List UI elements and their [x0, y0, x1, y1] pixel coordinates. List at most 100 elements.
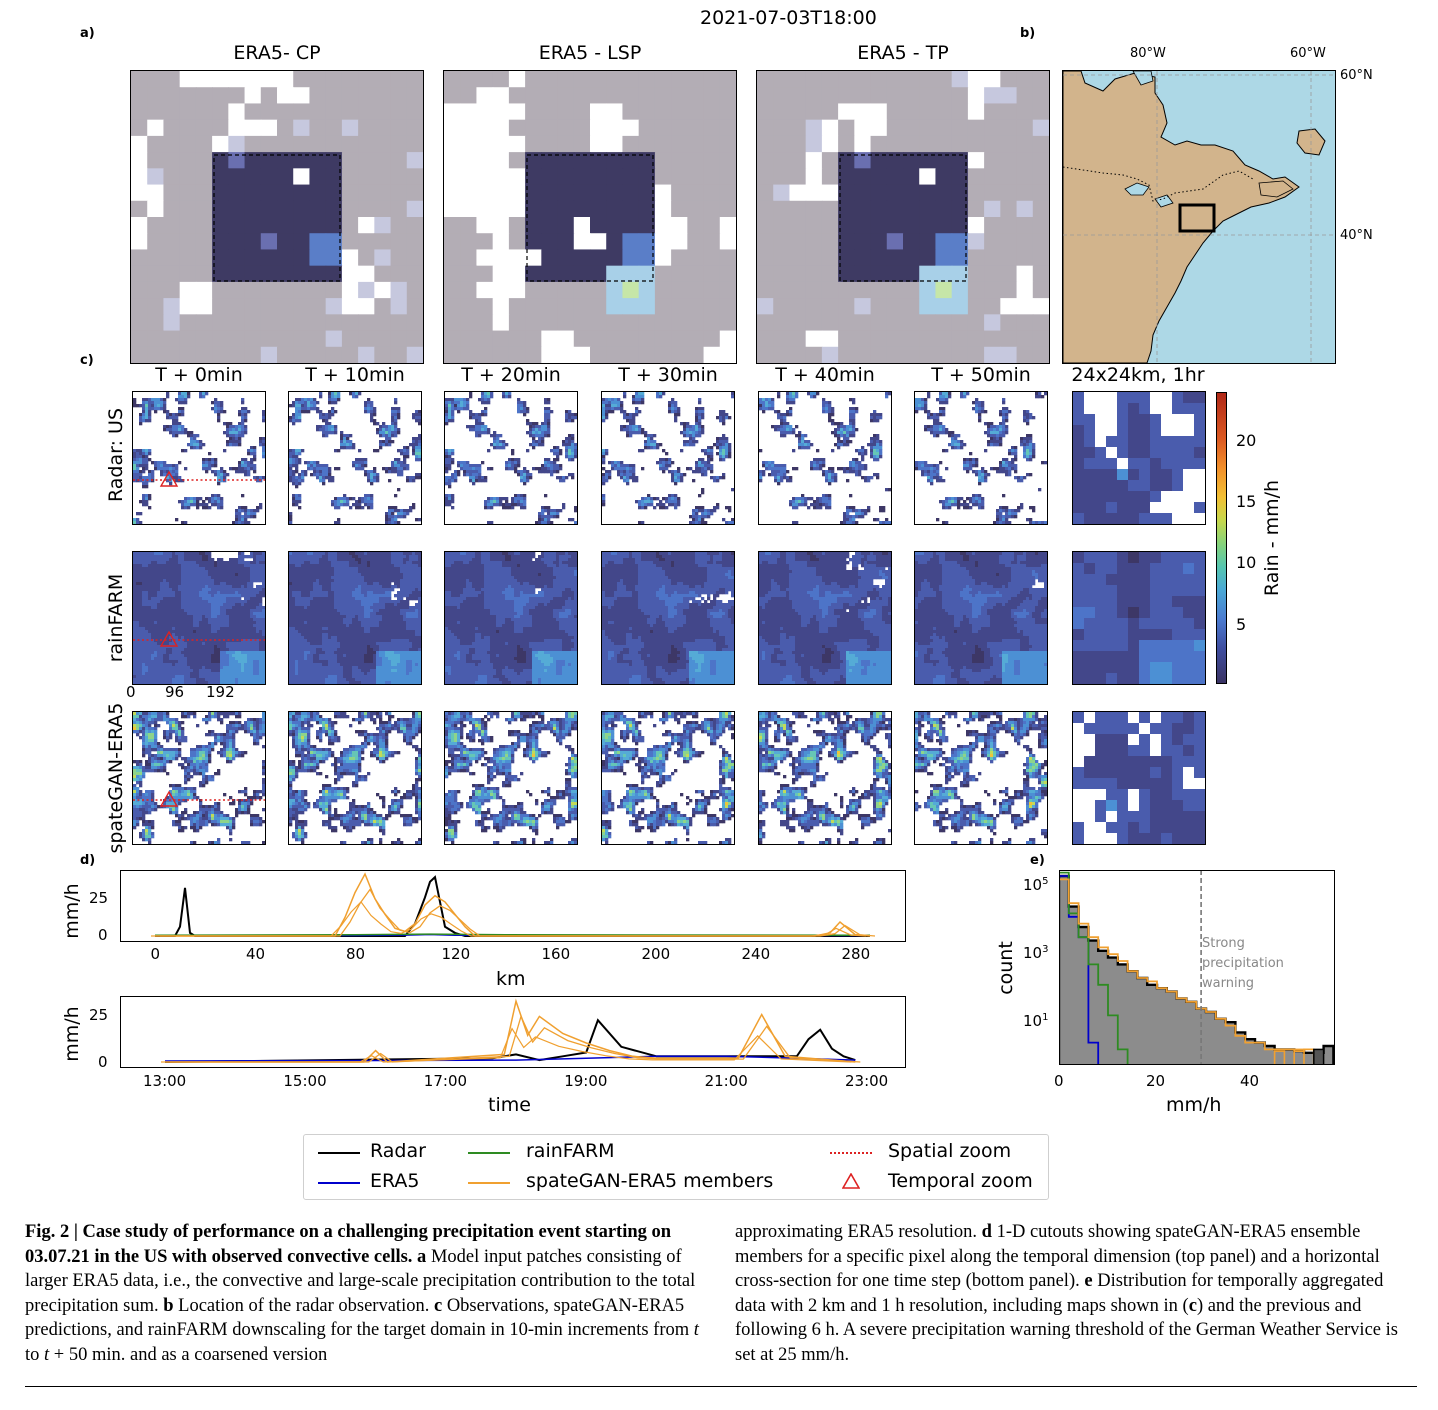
era5-cell: [654, 168, 672, 186]
pixel: [391, 428, 395, 432]
pixel: [205, 392, 209, 396]
pixel: [385, 434, 389, 438]
pixel: [217, 482, 221, 486]
pixel: [605, 398, 609, 402]
era5-cell: [870, 119, 888, 137]
pixel: [451, 494, 455, 498]
era5-cell: [622, 103, 640, 121]
era5-cell: [406, 217, 423, 234]
pixel: [686, 434, 690, 438]
pixel: [508, 467, 512, 471]
era5-cell: [309, 346, 327, 363]
pixel: [960, 446, 964, 450]
pixel: [695, 521, 699, 524]
pixel: [939, 500, 943, 504]
era5-cell: [212, 249, 229, 267]
pixel: [1026, 419, 1030, 423]
pixel: [942, 479, 946, 483]
pixel: [1014, 449, 1018, 453]
pixel: [867, 443, 871, 447]
pixel: [166, 582, 170, 586]
pixel: [409, 476, 413, 480]
pixel: [184, 564, 188, 568]
pixel: [139, 582, 143, 586]
pixel: [142, 591, 146, 595]
pixel: [145, 500, 149, 504]
era5-cell: [131, 200, 148, 218]
pixel: [713, 479, 717, 483]
pixel: [653, 443, 657, 447]
pixel: [208, 552, 212, 556]
pixel: [722, 419, 726, 423]
pixel: [247, 464, 251, 468]
pixel: [659, 461, 663, 465]
coarse-cell: [1106, 403, 1118, 415]
era5-cell: [341, 330, 359, 348]
era5-cell: [757, 71, 774, 88]
pixel: [142, 558, 146, 562]
pixel: [873, 419, 877, 423]
pixel: [632, 416, 636, 420]
pixel: [208, 597, 212, 601]
pixel: [789, 428, 793, 432]
pixel: [379, 425, 383, 429]
pixel: [849, 461, 853, 465]
era5-cell: [325, 330, 343, 348]
pixel: [571, 473, 575, 477]
coarse-cell: [1183, 469, 1195, 481]
era5-cell: [671, 135, 688, 153]
pixel: [556, 476, 560, 480]
era5-cell: [935, 184, 953, 202]
pixel: [834, 443, 838, 447]
era5-cell: [951, 119, 969, 137]
pixel: [478, 422, 482, 426]
pixel: [229, 570, 233, 574]
pixel: [990, 437, 994, 441]
pixel: [355, 500, 359, 504]
pixel: [728, 455, 732, 459]
coarse-cell: [1117, 425, 1129, 437]
pixel: [175, 479, 179, 483]
pixel: [181, 558, 185, 562]
coarse-cell: [1161, 469, 1173, 481]
pixel: [653, 440, 657, 444]
era5-cell: [719, 249, 736, 267]
pixel: [184, 449, 188, 453]
pixel: [493, 500, 497, 504]
pixel: [319, 470, 323, 474]
pixel: [223, 594, 227, 598]
pixel: [412, 449, 416, 453]
pixel: [484, 500, 488, 504]
pixel: [541, 467, 545, 471]
pixel: [813, 464, 817, 468]
pixel: [238, 597, 242, 601]
era5-cell: [358, 233, 375, 251]
era5-lsp-title: ERA5 - LSP: [443, 42, 737, 64]
era5-cell: [703, 103, 721, 121]
pixel: [253, 476, 257, 480]
pixel: [731, 518, 734, 522]
pixel: [178, 588, 182, 592]
era5-cell: [870, 298, 888, 315]
pixel: [145, 558, 149, 562]
pixel: [623, 395, 627, 399]
pixel: [289, 452, 293, 456]
pixel: [719, 440, 723, 444]
era5-cell: [444, 217, 461, 234]
era5-cell: [476, 249, 494, 267]
pixel: [831, 419, 835, 423]
pixel: [163, 567, 167, 571]
era5-cell: [870, 330, 888, 348]
pixel: [154, 467, 158, 471]
pixel: [160, 552, 164, 556]
pixel: [680, 473, 684, 477]
pixel: [235, 567, 239, 571]
pixel: [777, 428, 781, 432]
pixel: [139, 552, 143, 556]
era5-cell: [492, 265, 510, 283]
pixel: [364, 473, 368, 477]
pixel: [695, 470, 699, 474]
pixel: [358, 503, 362, 507]
pixel: [644, 440, 648, 444]
pixel: [181, 597, 185, 601]
